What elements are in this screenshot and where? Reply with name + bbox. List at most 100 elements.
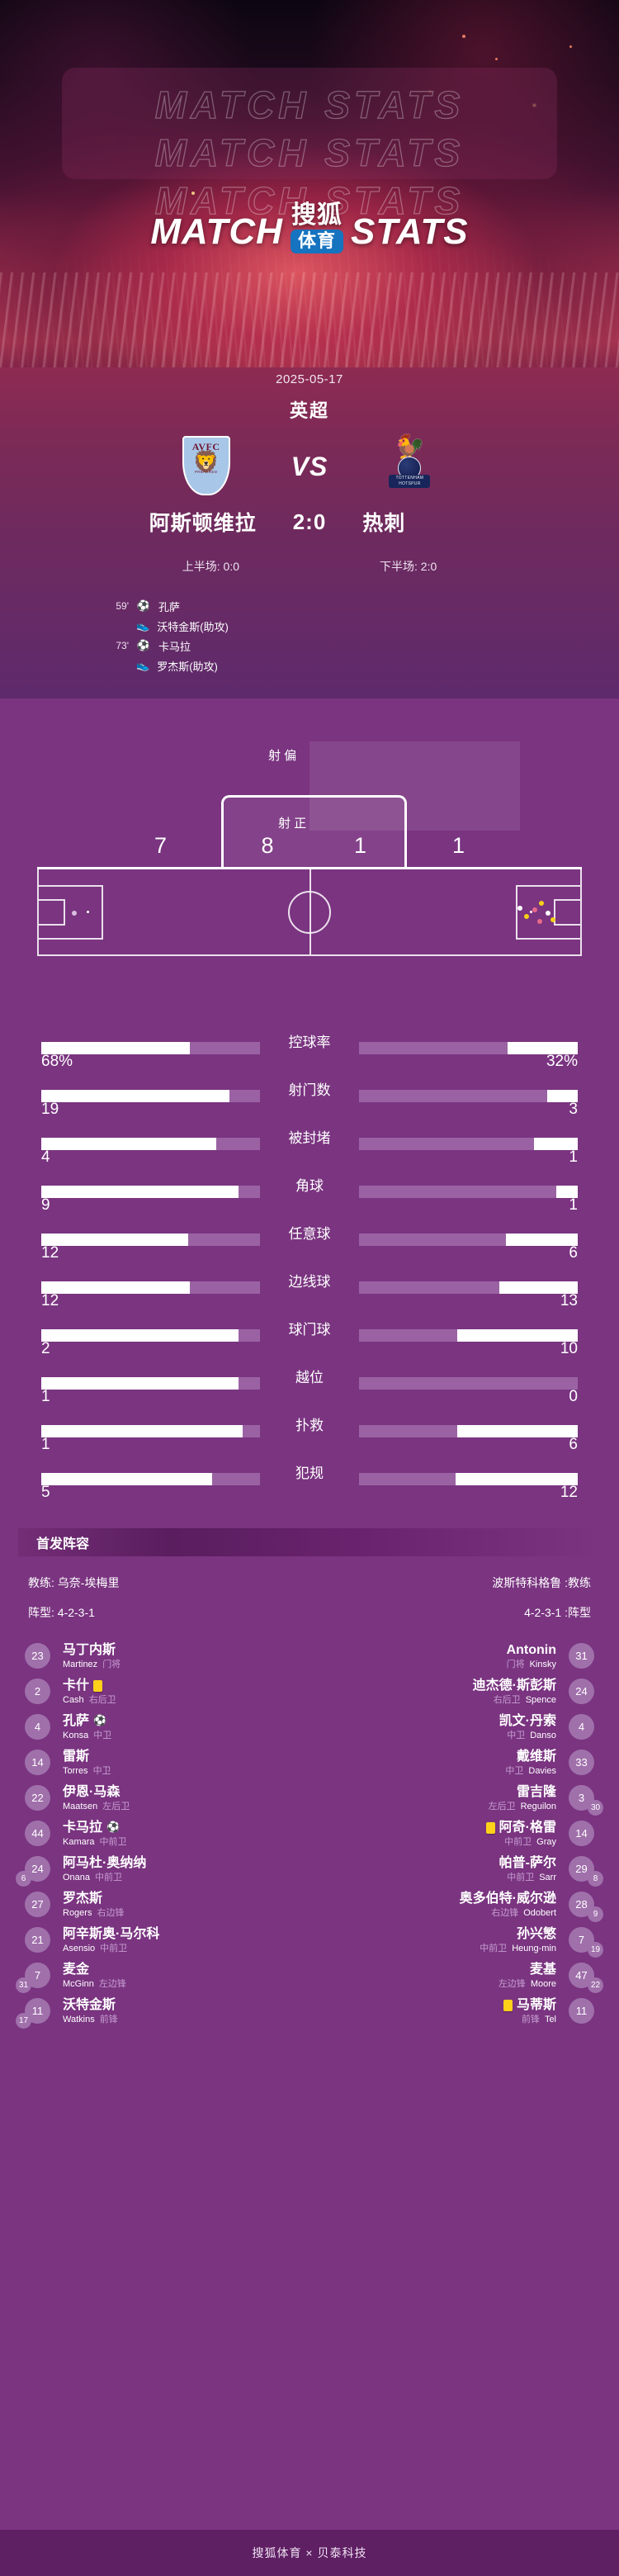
player-number: 11 [569,1998,594,2024]
stat-home-fill [41,1377,239,1390]
player-row[interactable]: 44 卡马拉 ⚽ Kamara 中前卫 [18,1816,310,1852]
player-row[interactable]: 11 17 沃特金斯 Watkins 前锋 [16,1994,310,2029]
stat-home-fill [41,1138,216,1150]
shots-on-target-zone [221,795,407,868]
stat-away-value: 10 [560,1340,578,1357]
player-row[interactable]: 27 罗杰斯 Rogers 右边锋 [18,1887,310,1923]
player-row[interactable]: 14 阿奇·格雷 中前卫 Gray [310,1816,601,1852]
player-name-cn: 麦基 [529,1962,556,1977]
player-row[interactable]: 7 19 孙兴慜 中前卫 Heung-min [310,1923,603,1958]
player-name-row: 迪杰德·斯彭斯 [473,1679,556,1693]
penalty-box-left [39,884,103,940]
player-name-cn: 麦金 [63,1962,90,1977]
player-row[interactable]: 28 9 奥多伯特·威尔逊 右边锋 Odobert [310,1887,603,1923]
hero-card [62,68,557,179]
player-row[interactable]: 47 22 麦基 左边锋 Moore [310,1958,603,1994]
player-row[interactable]: 24 6 阿马杜·奥纳纳 Onana 中前卫 [16,1852,310,1887]
player-name-cn: 雷斯 [63,1749,90,1764]
player-row[interactable]: 31 Antonin 门将 Kinsky [310,1639,601,1674]
player-name-en: Torres [63,1766,88,1777]
yellow-card-icon [485,1821,495,1834]
stat-home-track [41,1329,260,1342]
vs-label: VS [291,451,328,481]
player-row[interactable]: 22 伊恩·马森 Maatsen 左后卫 [18,1781,310,1816]
home-formation: 阵型: 4-2-3-1 [28,1606,95,1619]
player-number: 14 [569,1821,594,1846]
player-info: 雷斯 Torres 中卫 [56,1750,118,1778]
player-meta-row: Asensio 中前卫 [63,1943,159,1954]
player-meta-row: Onana 中前卫 [63,1872,146,1883]
goal-icon: ⚽ [136,599,151,612]
player-meta-row: 左后卫 Reguilon [489,1801,556,1812]
player-info: 迪杰德·斯彭斯 右后卫 Spence [466,1679,563,1707]
player-row[interactable]: 23 马丁内斯 Martinez 门将 [18,1639,310,1674]
player-number-wrap: 7 31 [16,1958,56,1994]
player-name-cn: 凯文·丹索 [499,1713,556,1728]
player-name-row: 卡什 [63,1679,116,1693]
assist-icon: 👟 [136,619,150,632]
brand-logo: MATCH 搜狐 体育 STATS [0,203,619,257]
player-position: 左后卫 [102,1802,130,1812]
player-name-en: Martinez [63,1660,98,1670]
substitute-number: 8 [588,1871,603,1887]
player-name-cn: 孙兴慜 [516,1926,556,1941]
player-info: 孙兴慜 中前卫 Heung-min [473,1927,563,1955]
stat-home-track [41,1281,260,1294]
goal-icon: ⚽ [106,1821,120,1834]
player-name-row: 雷斯 [63,1750,111,1764]
player-name-en: Tel [544,2015,556,2025]
player-name-en: Reguilon [520,1802,556,1812]
player-name-cn: 阿辛斯奥·马尔科 [63,1926,160,1941]
yellow-card-icon [503,1999,513,2011]
stat-away-fill [508,1042,578,1054]
player-row[interactable]: 21 阿辛斯奥·马尔科 Asensio 中前卫 [18,1923,310,1958]
player-row[interactable]: 11 马蒂斯 前锋 Tel [310,1994,601,2029]
player-row[interactable]: 3 30 雷吉隆 左后卫 Reguilon [310,1781,603,1816]
stat-away-value: 32% [546,1053,578,1070]
ghost-title-2: MATCH STATS [154,130,465,174]
half-scores: 上半场: 0:0 下半场: 2:0 [0,558,619,575]
player-position: 中卫 [93,1731,112,1741]
stat-label: 越位 [295,1370,324,1385]
shots-off-target-label: 射 偏 [268,746,367,764]
player-row[interactable]: 2 卡什 Cash 右后卫 [18,1674,310,1710]
event-player: 卡马拉 [158,640,191,653]
player-row[interactable]: 4 凯文·丹索 中卫 Danso [310,1710,601,1745]
assist-icon: 👟 [136,659,150,671]
event-player: 罗杰斯(助攻) [157,660,218,673]
stat-home-value: 12 [41,1244,59,1262]
stat-label: 犯规 [295,1466,324,1481]
first-half-score: 上半场: 0:0 [182,560,239,573]
player-row[interactable]: 24 迪杰德·斯彭斯 右后卫 Spence [310,1674,601,1710]
player-position: 中前卫 [507,1873,535,1883]
score-row: 阿斯顿维拉 2:0 热刺 [0,507,619,537]
player-position: 左边锋 [498,1979,526,1990]
player-number-wrap: 2 [18,1674,56,1710]
player-row[interactable]: 7 31 麦金 McGinn 左边锋 [16,1958,310,1994]
player-row[interactable]: 33 戴维斯 中卫 Davies [310,1745,601,1781]
shots-on-target-label: 射 正 [278,814,369,831]
player-number: 21 [25,1927,50,1953]
player-position: 右后卫 [493,1695,521,1706]
player-name-row: 雷吉隆 [489,1785,556,1800]
player-number-wrap: 21 [18,1923,56,1958]
player-row[interactable]: 29 8 帕普-萨尔 中前卫 Sarr [310,1852,603,1887]
substitute-number: 6 [16,1871,31,1887]
player-meta-row: Torres 中卫 [63,1765,111,1777]
player-name-en: Kinsky [529,1660,556,1670]
player-name-cn: 雷吉隆 [516,1784,556,1799]
footer-text: 搜狐体育 × 贝泰科技 [252,2546,367,2559]
stat-away-fill [457,1425,578,1437]
stat-home-fill [41,1329,239,1342]
coach-row: 教练: 乌奈-埃梅里 波斯特科格鲁 :教练 [0,1556,619,1591]
player-number: 4 [569,1714,594,1740]
player-number: 4 [25,1714,50,1740]
match-league: 英超 [289,400,329,421]
player-name-cn: 卡马拉 [63,1820,103,1835]
stat-away-track [359,1234,578,1246]
player-row[interactable]: 14 雷斯 Torres 中卫 [18,1745,310,1781]
player-meta-row: Cash 右后卫 [63,1694,116,1706]
player-row[interactable]: 4 孔萨 ⚽ Konsa 中卫 [18,1710,310,1745]
player-meta-row: 前锋 Tel [503,2014,556,2025]
logo-word-stats: STATS [350,211,469,252]
